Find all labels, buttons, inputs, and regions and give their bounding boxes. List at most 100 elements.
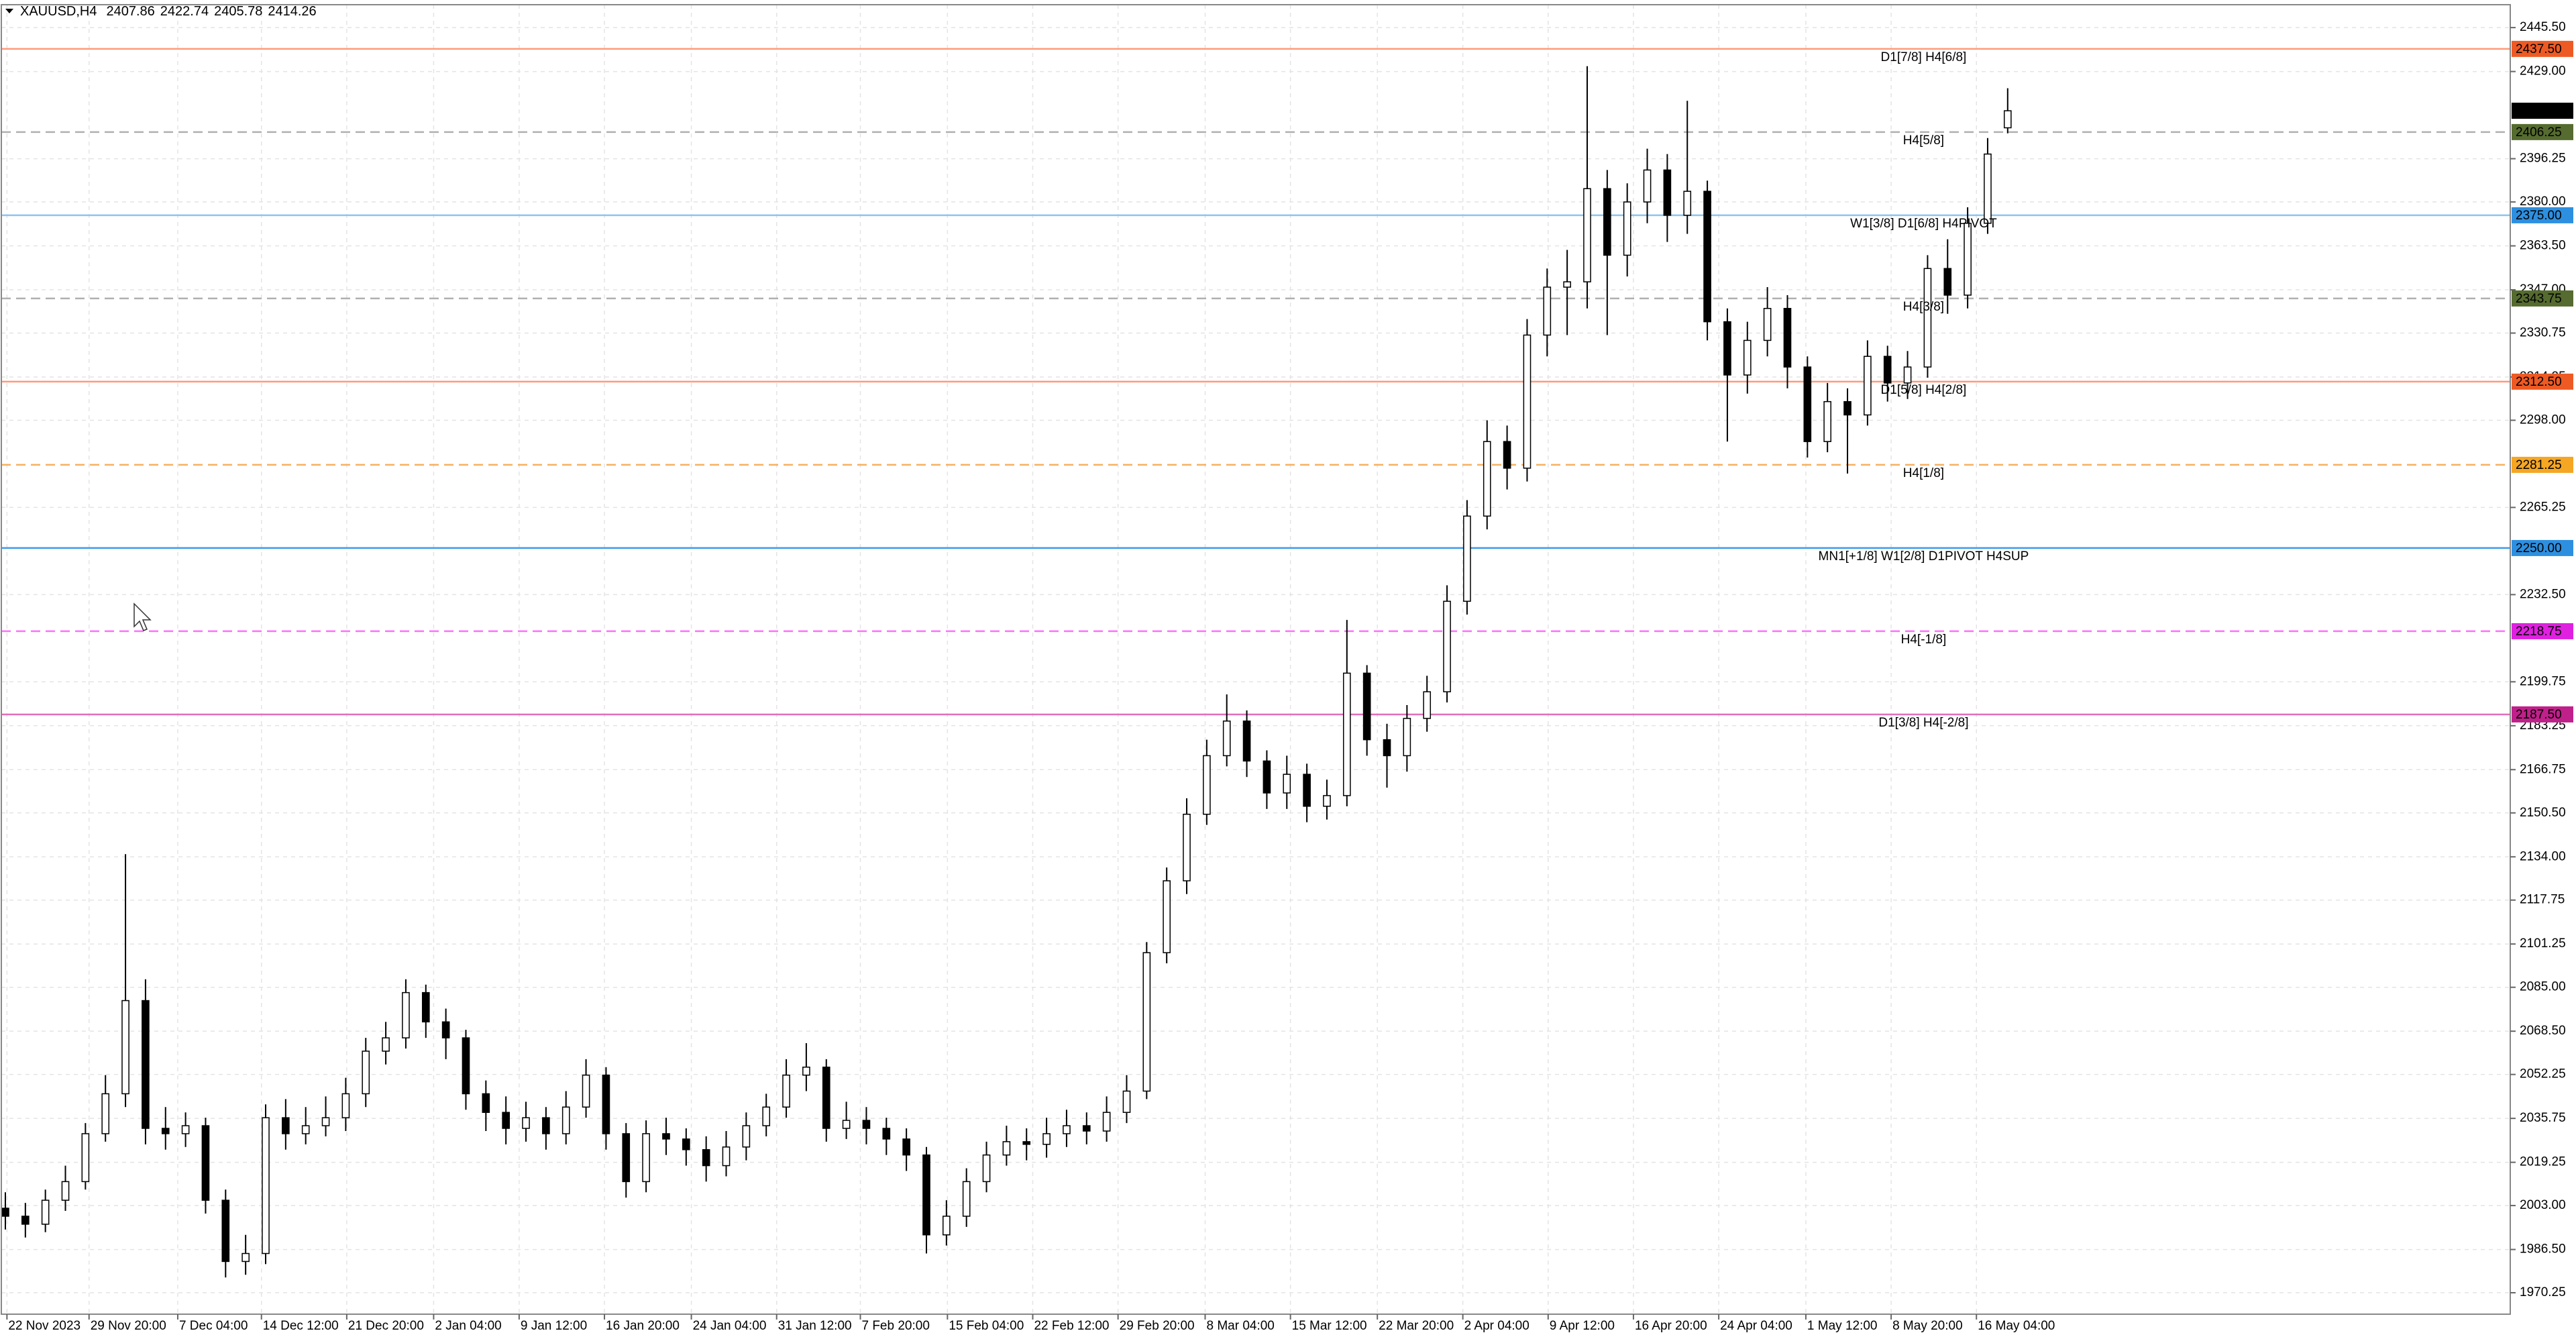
- candle-body: [1362, 672, 1371, 741]
- candle-body: [241, 1252, 250, 1263]
- candle-body: [1163, 880, 1171, 953]
- candle-body: [1483, 441, 1491, 517]
- level-badge-label: 2406.25: [2516, 125, 2562, 140]
- y-tick-label: 2117.75: [2520, 893, 2565, 907]
- candle-body: [842, 1120, 851, 1129]
- candle-body: [1283, 773, 1291, 794]
- candle-body: [1002, 1141, 1011, 1156]
- y-tick-label: 2101.25: [2520, 936, 2566, 951]
- x-tick-label: 16 Apr 20:00: [1635, 1319, 1707, 1333]
- candle-body: [1723, 321, 1731, 376]
- candle-body: [1142, 952, 1151, 1092]
- candle-body: [1323, 795, 1331, 807]
- y-tick-label: 1970.25: [2520, 1285, 2566, 1299]
- symbol: XAUUSD,H4: [20, 4, 97, 19]
- candle-body: [441, 1021, 450, 1038]
- level-badge: [2512, 207, 2573, 223]
- x-tick-label: 14 Dec 12:00: [263, 1319, 339, 1333]
- candle-body: [742, 1125, 751, 1148]
- level-badge: [2512, 123, 2573, 140]
- y-tick-label: 2199.75: [2520, 674, 2566, 688]
- candle-body: [2003, 110, 2012, 129]
- level-label: H4[-1/8]: [1901, 633, 1947, 647]
- level-label: MN1[+1/8] W1[2/8] D1PIVOT H4SUP: [1819, 549, 2029, 564]
- candle-body: [362, 1051, 370, 1095]
- candle-body: [1342, 672, 1351, 796]
- candle-body: [1303, 773, 1311, 807]
- candle-body: [542, 1117, 550, 1134]
- y-tick-label: 2363.50: [2520, 239, 2566, 253]
- header-open: 2407.86: [106, 4, 154, 19]
- level-badge: [2512, 373, 2573, 390]
- level-label: D1[5/8] H4[2/8]: [1881, 383, 1967, 397]
- candle-body: [482, 1093, 490, 1113]
- candle-body: [1082, 1125, 1091, 1132]
- candle-body: [522, 1117, 530, 1129]
- candle-body: [1022, 1141, 1031, 1145]
- level-badge: [2512, 290, 2573, 307]
- candle-body: [1102, 1112, 1111, 1132]
- candle-body: [642, 1133, 650, 1183]
- candle-body: [602, 1074, 610, 1134]
- mouse-cursor: [133, 602, 152, 631]
- candle-body: [121, 1000, 129, 1095]
- candle-body: [582, 1074, 590, 1108]
- candle-body: [1883, 356, 1892, 384]
- candle-body: [962, 1181, 971, 1217]
- x-tick-label: 9 Jan 12:00: [521, 1319, 587, 1333]
- candle-body: [1063, 1125, 1071, 1134]
- candle-body: [1383, 739, 1391, 757]
- candle-body: [321, 1117, 330, 1126]
- candle-body: [101, 1093, 110, 1134]
- level-label: W1[3/8] D1[6/8] H4PIVOT: [1850, 217, 1997, 231]
- level-badge-label: 2343.75: [2516, 292, 2562, 306]
- chart-header: XAUUSD,H4 2407.86 2422.74 2405.78 2414.26: [20, 4, 317, 19]
- candle-body: [1864, 356, 1872, 416]
- candle-body: [1583, 188, 1591, 282]
- level-badge-label: 2281.25: [2516, 458, 2562, 472]
- candle-body: [682, 1138, 690, 1150]
- level-badge-label: 2250.00: [2516, 541, 2562, 555]
- y-tick-label: 2265.25: [2520, 500, 2566, 514]
- candle-body: [662, 1133, 670, 1140]
- candle-body: [1663, 169, 1672, 216]
- candle-body: [561, 1106, 570, 1134]
- candle-body: [943, 1216, 951, 1236]
- y-tick-label: 2068.50: [2520, 1024, 2566, 1038]
- candle-body: [61, 1181, 70, 1201]
- candle-body: [341, 1093, 350, 1118]
- header-toggle[interactable]: [5, 9, 13, 13]
- candle-body: [421, 992, 430, 1023]
- y-tick-label: 2429.00: [2520, 64, 2566, 78]
- price-badge: [2512, 103, 2573, 119]
- x-tick-label: 1 May 12:00: [1807, 1319, 1878, 1333]
- level-badge: [2512, 706, 2573, 722]
- candle-body: [1743, 339, 1752, 376]
- y-tick-label: 2019.25: [2520, 1155, 2566, 1169]
- x-tick-label: 24 Apr 04:00: [1720, 1319, 1792, 1333]
- candle-body: [1783, 308, 1792, 368]
- candle-body: [1923, 268, 1932, 368]
- candle-body: [1543, 286, 1552, 336]
- candle-body: [1523, 334, 1532, 469]
- level-label: H4[5/8]: [1903, 133, 1944, 148]
- x-tick-label: 29 Feb 20:00: [1120, 1319, 1195, 1333]
- y-tick-label: 2150.50: [2520, 806, 2566, 820]
- candle-body: [382, 1037, 390, 1052]
- level-badge-label: 2187.50: [2516, 708, 2562, 722]
- candle-body: [41, 1199, 50, 1225]
- candle-body: [1964, 223, 1972, 296]
- candle-body: [1703, 191, 1711, 323]
- x-tick-label: 2 Jan 04:00: [435, 1319, 501, 1333]
- candle-body: [1443, 600, 1451, 692]
- x-tick-label: 29 Nov 20:00: [91, 1319, 166, 1333]
- candle-body: [1423, 691, 1432, 719]
- candle-body: [221, 1199, 230, 1263]
- level-label: H4[1/8]: [1903, 466, 1944, 480]
- candle-body: [1984, 153, 1992, 224]
- x-tick-label: 8 Mar 04:00: [1206, 1319, 1274, 1333]
- x-tick-label: 22 Nov 2023: [8, 1319, 80, 1333]
- price-badge-label: 2414.26: [2516, 104, 2562, 118]
- candle-body: [702, 1149, 710, 1167]
